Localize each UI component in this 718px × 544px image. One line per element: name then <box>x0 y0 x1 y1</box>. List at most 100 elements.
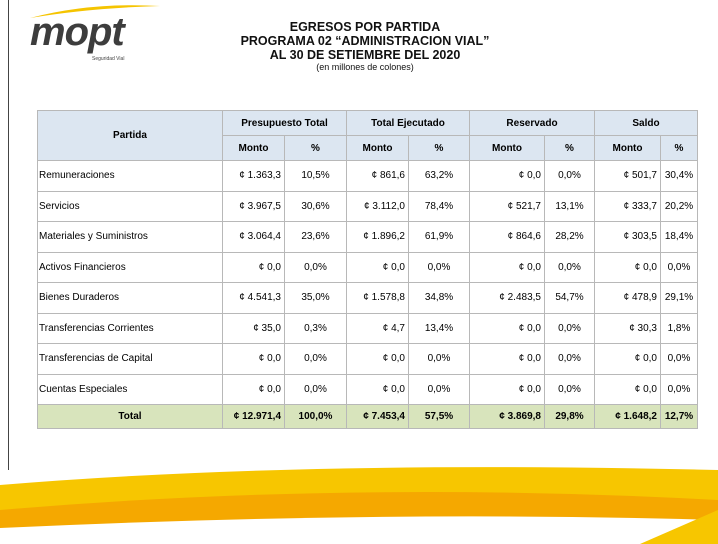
group-header: Presupuesto Total <box>222 110 347 136</box>
cell: ¢ 501,7 <box>594 160 661 192</box>
logo-swoosh <box>30 5 160 18</box>
cell: 29,8% <box>544 404 595 429</box>
cell: ¢ 0,0 <box>346 373 409 405</box>
cell: 30,4% <box>660 160 698 192</box>
row-label: Servicios <box>37 190 223 222</box>
cell: ¢ 0,0 <box>469 343 545 375</box>
cell: ¢ 3.112,0 <box>346 190 409 222</box>
cell: 0,0% <box>544 160 595 192</box>
row-label: Bienes Duraderos <box>37 282 223 314</box>
table-row: Activos Financieros ¢ 0,0 0,0% ¢ 0,0 0,0% ¢ 0… <box>37 251 698 283</box>
cell: 0,0% <box>544 251 595 283</box>
cell: 10,5% <box>284 160 347 192</box>
row-label: Total <box>37 404 223 429</box>
cell: 18,4% <box>660 221 698 253</box>
cell: ¢ 0,0 <box>594 251 661 283</box>
cell: ¢ 35,0 <box>222 312 285 344</box>
row-label: Activos Financieros <box>37 251 223 283</box>
cell: 0,0% <box>544 373 595 405</box>
cell: ¢ 1.363,3 <box>222 160 285 192</box>
sub-header: Monto <box>346 135 409 161</box>
cell: 13,4% <box>408 312 470 344</box>
logo-sub: Seguridad Vial <box>92 56 125 62</box>
cell: 63,2% <box>408 160 470 192</box>
table-row: Remuneraciones ¢ 1.363,3 10,5% ¢ 861,6 63,2%… <box>37 160 698 192</box>
sub-header: % <box>544 135 595 161</box>
cell: ¢ 333,7 <box>594 190 661 222</box>
header-cell: Partida <box>37 110 223 161</box>
sub-header: % <box>284 135 347 161</box>
title-line: AL 30 DE SETIEMBRE DEL 2020 <box>269 48 461 62</box>
group-header: Total Ejecutado <box>346 110 470 136</box>
cell: 34,8% <box>408 282 470 314</box>
titles: EGRESOS POR PARTIDA PROGRAMA 02 “ADMINIS… <box>200 20 530 72</box>
cell: 0,3% <box>284 312 347 344</box>
table-row: Total ¢ 12.971,4 100,0% ¢ 7.453,4 57,5% ¢ 3.8… <box>37 404 698 429</box>
logo: mopt <box>30 10 125 54</box>
title-line: PROGRAMA 02 “ADMINISTRACION VIAL” <box>240 34 490 48</box>
sub-header: % <box>660 135 698 161</box>
cell: 54,7% <box>544 282 595 314</box>
group-header: Reservado <box>469 110 595 136</box>
cell: ¢ 0,0 <box>469 251 545 283</box>
row-label: Transferencias Corrientes <box>37 312 223 344</box>
cell: 23,6% <box>284 221 347 253</box>
cell: ¢ 0,0 <box>469 160 545 192</box>
cell: 0,0% <box>660 373 698 405</box>
sub-header: Monto <box>594 135 661 161</box>
cell: 20,2% <box>660 190 698 222</box>
cell: 0,0% <box>660 343 698 375</box>
row-label: Cuentas Especiales <box>37 373 223 405</box>
row-label: Materiales y Suministros <box>37 221 223 253</box>
cell: 35,0% <box>284 282 347 314</box>
cell: ¢ 2.483,5 <box>469 282 545 314</box>
cell: 57,5% <box>408 404 470 429</box>
cell: ¢ 0,0 <box>469 312 545 344</box>
cell: ¢ 0,0 <box>346 251 409 283</box>
cell: ¢ 521,7 <box>469 190 545 222</box>
cell: ¢ 0,0 <box>594 343 661 375</box>
group-header: Saldo <box>594 110 698 136</box>
cell: ¢ 0,0 <box>346 343 409 375</box>
cell: 0,0% <box>544 343 595 375</box>
sub-header: Monto <box>469 135 545 161</box>
cell: ¢ 0,0 <box>222 251 285 283</box>
cell: ¢ 3.869,8 <box>469 404 545 429</box>
cell: ¢ 0,0 <box>594 373 661 405</box>
cell: 0,0% <box>544 312 595 344</box>
cell: ¢ 3.064,4 <box>222 221 285 253</box>
table-row: Transferencias Corrientes ¢ 35,0 0,3% ¢ 4,7… <box>37 312 698 344</box>
footer-waves <box>0 467 718 544</box>
cell: ¢ 7.453,4 <box>346 404 409 429</box>
cell: 29,1% <box>660 282 698 314</box>
cell: 0,0% <box>660 251 698 283</box>
cell: ¢ 864,6 <box>469 221 545 253</box>
cell: 28,2% <box>544 221 595 253</box>
cell: ¢ 30,3 <box>594 312 661 344</box>
cell: 30,6% <box>284 190 347 222</box>
cell: 0,0% <box>408 251 470 283</box>
cell: 13,1% <box>544 190 595 222</box>
table: Partida Presupuesto Total Total Ejecutado R… <box>37 110 698 429</box>
cell: 0,0% <box>284 373 347 405</box>
cell: ¢ 1.578,8 <box>346 282 409 314</box>
cell: ¢ 12.971,4 <box>222 404 285 429</box>
table-row: Cuentas Especiales ¢ 0,0 0,0% ¢ 0,0 0,0% ¢ 0,… <box>37 373 698 405</box>
cell: 0,0% <box>408 343 470 375</box>
subtitle: (en millones de colones) <box>316 62 414 72</box>
cell: 0,0% <box>408 373 470 405</box>
cell: 1,8% <box>660 312 698 344</box>
sub-header: Monto <box>222 135 285 161</box>
cell: 0,0% <box>284 343 347 375</box>
cell: ¢ 0,0 <box>222 373 285 405</box>
table-row: Bienes Duraderos ¢ 4.541,3 35,0% ¢ 1.578,8 3… <box>37 282 698 314</box>
cell: ¢ 4.541,3 <box>222 282 285 314</box>
cell: 100,0% <box>284 404 347 429</box>
sub-header: % <box>408 135 470 161</box>
table-row: Transferencias de Capital ¢ 0,0 0,0% ¢ 0,0 0… <box>37 343 698 375</box>
cell: 0,0% <box>284 251 347 283</box>
cell: ¢ 1.896,2 <box>346 221 409 253</box>
table-row: Servicios ¢ 3.967,5 30,6% ¢ 3.112,0 78,4% ¢ 5… <box>37 190 698 222</box>
cell: ¢ 861,6 <box>346 160 409 192</box>
